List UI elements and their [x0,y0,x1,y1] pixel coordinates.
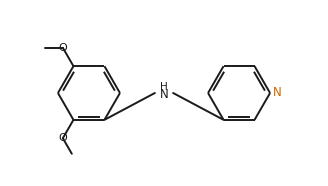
Text: H: H [160,82,168,92]
Text: O: O [58,133,67,143]
Text: N: N [160,88,168,101]
Text: N: N [273,86,281,100]
Text: O: O [58,43,67,53]
